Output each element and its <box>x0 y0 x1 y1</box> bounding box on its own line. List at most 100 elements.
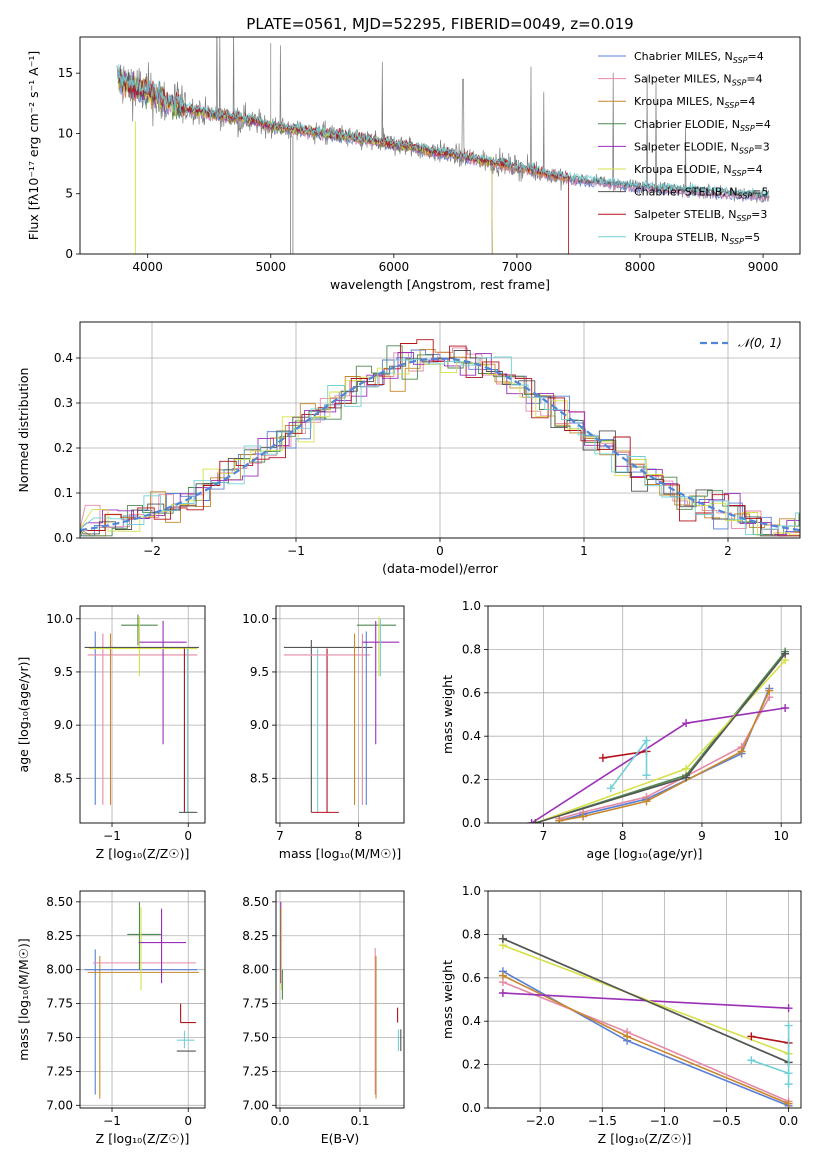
residuals-frame <box>79 321 801 539</box>
weight-series-marker <box>747 1032 756 1041</box>
weight-series-marker <box>642 771 651 780</box>
weight-series-marker <box>642 736 651 745</box>
legend-n: 4 <box>756 163 763 176</box>
weight-series-marker <box>784 1080 793 1089</box>
weight_vs_Z-axes: −2.0 −1.5 −1.0 −0.5 0.0 0.0 0.2 0.4 0.6 0.8 1.0 Z [… <box>440 884 801 1146</box>
gaussian-curve <box>80 357 800 532</box>
y-tick-label: 7.75 <box>242 997 269 1011</box>
weight-series-marker <box>598 753 607 762</box>
x-tick-label: −1 <box>103 1114 121 1128</box>
y-tick-label: 0.4 <box>462 1014 481 1028</box>
weight_vs_Z-frame <box>487 890 802 1109</box>
y-tick-label: 0.1 <box>54 486 73 500</box>
legend-n: 3 <box>760 208 767 221</box>
residual-histogram-step <box>80 347 800 537</box>
legend-label: Salpeter MILES, NSSP=4 <box>634 73 763 88</box>
y-tick-label: 8.5 <box>250 771 269 785</box>
weight-series-line <box>502 944 789 1055</box>
legend-eq: = <box>755 118 764 131</box>
legend-n-prefix: , N <box>716 73 731 86</box>
residual-histogram-step <box>80 348 800 537</box>
legend-sub: SSP <box>732 169 747 178</box>
y-tick-label: 0.2 <box>462 1058 481 1072</box>
legend-n: 4 <box>748 95 755 108</box>
weight-series-marker <box>781 703 790 712</box>
legend-eq: = <box>747 50 756 63</box>
legend-n-prefix: , N <box>725 118 740 131</box>
y-axis-label: Normed distribution <box>16 368 31 493</box>
legend-n-prefix: , N <box>724 140 739 153</box>
weight-series-line <box>502 937 789 1064</box>
y-tick-label: 7.00 <box>242 1098 269 1112</box>
y-tick-label: 7.50 <box>242 1030 269 1044</box>
weight-series-marker <box>784 1021 793 1030</box>
weight_vs_Z-lines <box>498 934 793 1108</box>
x-tick-label: 8 <box>619 829 627 843</box>
x-tick-label: 6000 <box>379 260 410 274</box>
y-tick-label: 7.25 <box>46 1064 73 1078</box>
legend-name: Chabrier MILES <box>634 50 718 63</box>
weight-series-marker <box>606 784 615 793</box>
y-tick-label: 8.50 <box>46 895 73 909</box>
age_vs_mass-errorbars <box>283 616 400 813</box>
y-tick-label: 9.5 <box>250 665 269 679</box>
y-axis-label: mass weight <box>440 960 455 1039</box>
x-tick-label: 4000 <box>132 260 163 274</box>
x-tick-label: 0.0 <box>270 1114 289 1128</box>
y-tick-label: 0.4 <box>462 729 481 743</box>
x-tick-label: 5000 <box>255 260 286 274</box>
weight-series-marker <box>623 1032 632 1041</box>
weight-series-marker <box>781 649 790 658</box>
legend-n-prefix: , N <box>718 50 733 63</box>
x-tick-label: 0 <box>184 829 192 843</box>
x-tick-label: 7 <box>276 829 284 843</box>
legend-sub: SSP <box>724 101 739 110</box>
residual-histogram-step <box>80 352 800 536</box>
x-tick-label: 9 <box>698 829 706 843</box>
residual-histogram-step <box>80 358 800 537</box>
weight-series-marker <box>682 764 691 773</box>
y-tick-label: 15 <box>58 66 73 80</box>
spectrum-frame <box>79 36 801 255</box>
x-axis-label: Z [log₁₀(Z/Z☉)] <box>96 1131 190 1146</box>
age_vs_Z-errorbars <box>84 614 199 813</box>
legend-name: Chabrier STELIB <box>634 186 722 199</box>
model-spectrum-line <box>117 71 769 203</box>
y-tick-label: 0 <box>65 247 73 261</box>
legend-name: Salpeter ELODIE <box>634 140 724 153</box>
residual-histogram-step <box>80 350 800 537</box>
residual-histogram-step <box>80 349 800 537</box>
mass_vs_EBV-errorbars <box>280 901 402 1099</box>
weight-series-line <box>559 688 771 822</box>
weight-series-marker <box>784 1099 793 1108</box>
x-tick-label: −1.5 <box>588 1114 617 1128</box>
legend-n: 4 <box>757 50 764 63</box>
y-tick-label: 7.75 <box>46 997 73 1011</box>
spectrum-lines <box>116 37 770 254</box>
residual-histograms <box>80 339 800 537</box>
legend-sub: SSP <box>738 192 753 201</box>
weight-series-marker <box>555 816 564 823</box>
legend-name: Kroupa ELODIE <box>634 163 716 176</box>
y-tick-label: 7.25 <box>242 1064 269 1078</box>
y-tick-label: 9.0 <box>250 718 269 732</box>
legend-n: 4 <box>764 118 771 131</box>
x-axis-label: wavelength [Angstrom, rest frame] <box>330 277 550 292</box>
x-axis-label: E(B-V) <box>321 1131 360 1146</box>
y-tick-label: 8.00 <box>46 963 73 977</box>
legend-n: 5 <box>761 186 768 199</box>
y-tick-label: 1.0 <box>462 599 481 613</box>
mass_vs_EBV-axes: 0.0 0.1 7.00 7.25 7.50 7.75 8.00 8.25 8.50 E(B-V) <box>242 891 404 1146</box>
weight_vs_age-frame <box>487 605 802 824</box>
figure-title: PLATE=0561, MJD=52295, FIBERID=0049, z=0… <box>246 15 633 33</box>
legend-label: Kroupa ELODIE, NSSP=4 <box>634 163 763 178</box>
legend-name: Kroupa MILES <box>634 95 709 108</box>
mass_vs_EBV-frame <box>275 890 405 1109</box>
gaussian-legend-label: 𝒩(0, 1) <box>738 336 782 350</box>
legend-label: Salpeter STELIB, NSSP=3 <box>634 208 767 223</box>
y-tick-label: 0.3 <box>54 396 73 410</box>
x-tick-label: 8 <box>355 829 363 843</box>
y-axis-label: mass weight <box>440 675 455 754</box>
